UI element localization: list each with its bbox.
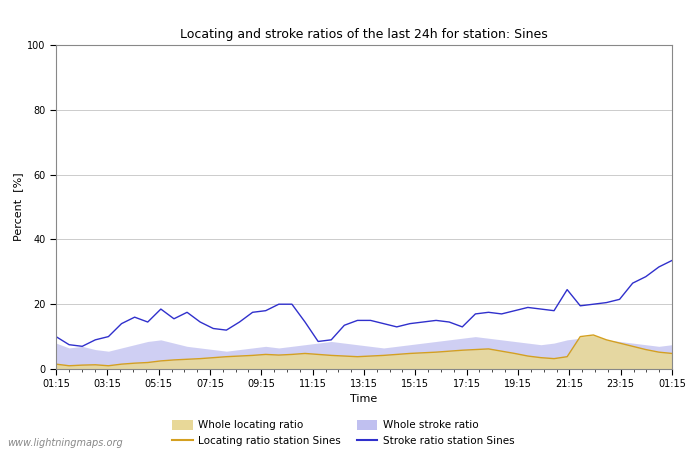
Legend: Whole locating ratio, Locating ratio station Sines, Whole stroke ratio, Stroke r: Whole locating ratio, Locating ratio sta… [172, 419, 514, 446]
Text: www.lightningmaps.org: www.lightningmaps.org [7, 438, 122, 448]
X-axis label: Time: Time [351, 394, 377, 404]
Title: Locating and stroke ratios of the last 24h for station: Sines: Locating and stroke ratios of the last 2… [180, 28, 548, 41]
Y-axis label: Percent  [%]: Percent [%] [13, 173, 23, 241]
